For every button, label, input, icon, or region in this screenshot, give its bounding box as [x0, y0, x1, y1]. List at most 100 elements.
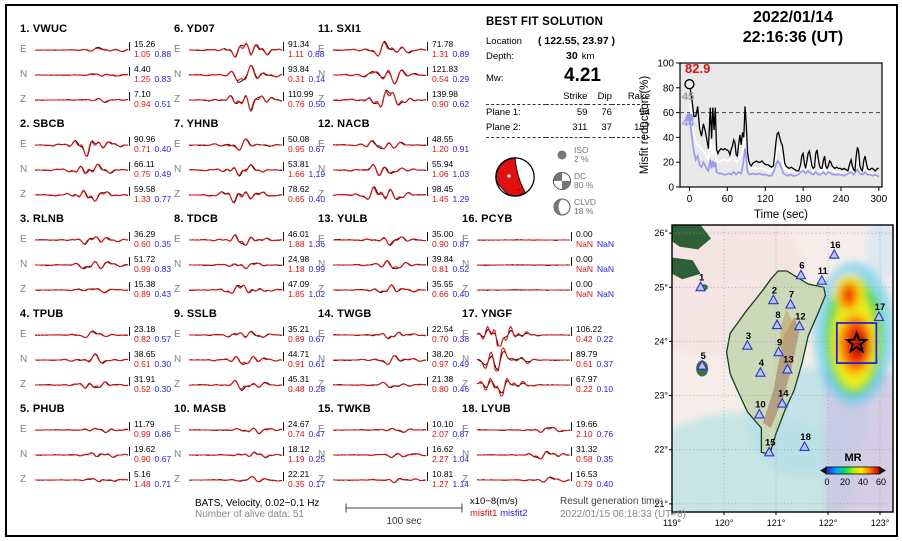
channel-row-TWKB-Z: Z 10.81 1.27 1.14 [318, 467, 469, 492]
peak-marker [684, 79, 695, 90]
lat-tick-label: 23° [654, 391, 668, 401]
channel-row-MASB-Z: Z 22.21 0.35 0.17 [174, 467, 325, 492]
waveform-trace [34, 447, 130, 458]
peak-amplitude: 67.97 [576, 374, 598, 384]
peak-amplitude: 139.98 [432, 89, 458, 99]
peak-amplitude: 38.65 [134, 349, 156, 359]
misfit2-value: 0.76 [596, 428, 614, 439]
waveform-trace [332, 137, 428, 150]
waveform-trace [188, 327, 284, 339]
channel-row-SSLB-Z: Z 45.31 0.48 0.28 [174, 372, 326, 397]
waveform-trace [188, 42, 284, 58]
misfit1-value: 0.90 [432, 98, 449, 109]
fit-numbers: 31.32 0.58 0.35 [574, 444, 614, 464]
event-time: 22:16:36 (UT) [742, 29, 844, 46]
misfit1-value: 0.80 [432, 383, 449, 394]
waveform-column-1: 1. VWUC E 15.26 1.05 0.88 N 4.40 1.25 0.83 Z 7.10 0… [20, 22, 172, 497]
component-label: Z [318, 94, 325, 105]
channel-row-SSLB-E: E 35.21 0.89 0.67 [174, 322, 325, 347]
misfit2-value: 1.19 [308, 168, 326, 179]
component-label: E [174, 234, 181, 245]
peak-amplitude: 93.84 [288, 64, 310, 74]
misfit2-value: 1.29 [452, 193, 470, 204]
iso-row: ISO 2 % [550, 142, 654, 168]
fit-numbers: 78.62 0.65 0.40 [286, 184, 325, 204]
station-title: 2. SBCB [20, 118, 65, 130]
channel-row-TWKB-N: N 16.62 2.27 1.04 [318, 442, 469, 467]
channel-row-SBCB-E: E 90.96 0.71 0.40 [20, 132, 171, 157]
misfit2-value: 0.40 [452, 288, 470, 299]
component-label: N [174, 354, 182, 365]
svg-text:80: 80 [663, 83, 675, 94]
fit-numbers: 21.38 0.80 0.46 [430, 374, 469, 394]
misfit1-value: 1.27 [432, 478, 449, 489]
peak-amplitude: 39.84 [432, 254, 454, 264]
misfit1-value: 0.75 [134, 168, 151, 179]
waveform-trace [34, 377, 130, 389]
fit-numbers: 22.54 0.70 0.38 [430, 324, 469, 344]
misfit2-value: 0.28 [308, 383, 326, 394]
peak-amplitude: 31.32 [576, 444, 598, 454]
waveform-trace [188, 162, 284, 177]
svg-text:20: 20 [663, 158, 675, 169]
peak-amplitude: 71.78 [432, 39, 454, 49]
waveform-trace [34, 327, 130, 339]
waveform-trace [476, 282, 572, 291]
misfit1-value: 0.54 [432, 73, 449, 84]
channel-row-MASB-E: E 24.67 0.74 0.47 [174, 417, 325, 442]
misfit1-value: 2.07 [432, 428, 449, 439]
units-legend: x10−8(m/s) misfit1 misfit2 [470, 496, 528, 520]
lon-tick-label: 122° [819, 518, 838, 528]
fit-numbers: 0.00 NaN NaN [574, 254, 614, 274]
misfit2-legend: misfit2 [500, 508, 528, 519]
peak-amplitude: 53.81 [288, 159, 310, 169]
station-title: 9. SSLB [174, 308, 217, 320]
misfit-xlabel: Time (sec) [754, 209, 808, 221]
dc-label: DC [574, 171, 587, 181]
peak-amplitude: 50.08 [288, 134, 310, 144]
station-number-label: 4 [759, 358, 765, 369]
blue-curve [688, 117, 880, 178]
peak-amplitude: 10.81 [432, 469, 454, 479]
station-TWKB: 15. TWKB E 10.10 2.07 0.87 N 16.62 2.27 1.04 Z 10.… [318, 402, 469, 497]
component-label: N [174, 164, 182, 175]
waveform-trace [476, 472, 572, 483]
svg-text:40: 40 [663, 133, 675, 144]
station-title: 15. TWKB [318, 403, 371, 415]
misfit2-value: 0.35 [154, 238, 172, 249]
misfit2-value: 0.83 [154, 73, 172, 84]
station-triangle-icon [795, 269, 807, 280]
peak-amplitude: 7.10 [134, 89, 151, 99]
station-triangle-icon [771, 319, 783, 330]
misfit1-value: 0.82 [134, 333, 151, 344]
channel-row-YULB-E: E 35.00 0.90 0.87 [318, 227, 469, 252]
iso-label: ISO [574, 145, 589, 155]
component-label: E [462, 329, 469, 340]
svg-text:0: 0 [668, 183, 674, 194]
channel-row-RLNB-E: E 36.29 0.60 0.35 [20, 227, 172, 252]
misfit2-value: 0.62 [452, 98, 470, 109]
component-label: N [318, 354, 326, 365]
station-SXI1: 11. SXI1 E 71.78 1.31 0.89 N 121.83 0.54 0.29 Z 13… [318, 22, 470, 117]
waveform-trace [34, 42, 130, 53]
misfit1-value: 1.33 [134, 193, 151, 204]
component-label: E [318, 234, 325, 245]
misfit1-value: 0.89 [288, 333, 305, 344]
waveform-column-2: 6. YD07 E 91.34 1.11 0.88 N 93.84 0.31 0.14 Z 110.… [174, 22, 326, 497]
gray-value-label: 45 [682, 91, 694, 103]
peak-amplitude: 4.40 [134, 64, 151, 74]
channel-row-RLNB-N: N 51.72 0.99 0.83 [20, 252, 171, 277]
fit-numbers: 50.08 0.95 0.67 [286, 134, 325, 154]
misfit1-value: 0.22 [576, 383, 593, 394]
peak-amplitude: 15.26 [134, 39, 156, 49]
misfit1-value: 1.31 [432, 48, 449, 59]
channel-row-SXI1-N: N 121.83 0.54 0.29 [318, 62, 469, 87]
station-triangle-icon [767, 294, 779, 305]
waveform-trace [332, 327, 428, 340]
misfit2-value: 0.35 [596, 453, 614, 464]
station-YNGF: 17. YNGF E 106.22 0.42 0.22 N 89.79 0.61 0.37 Z 67… [462, 307, 613, 402]
peak-amplitude: 24.98 [288, 254, 310, 264]
fit-numbers: 46.01 1.88 1.36 [286, 229, 325, 249]
waveform-trace [333, 232, 428, 247]
